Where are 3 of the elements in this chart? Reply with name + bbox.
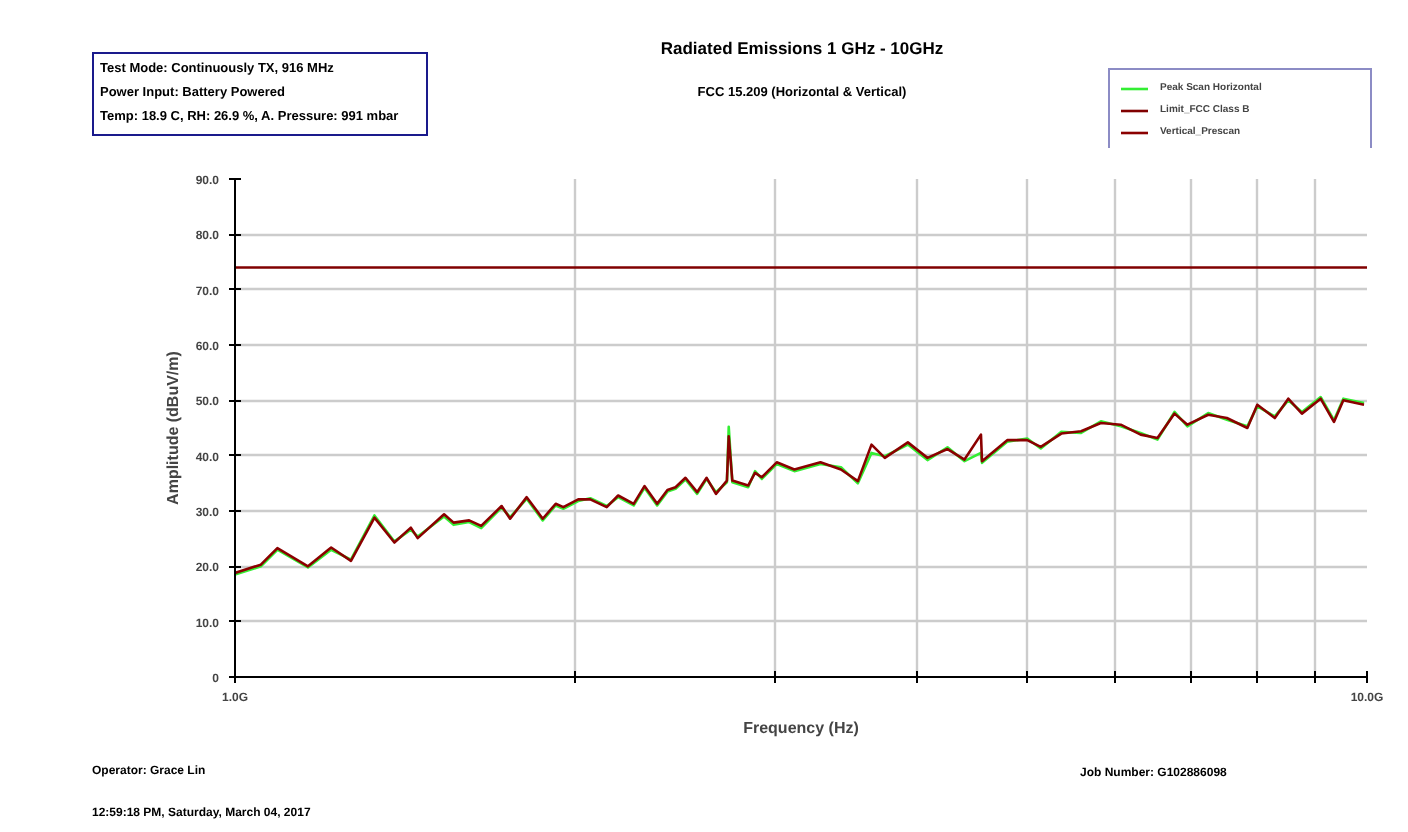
y-axis-title: Amplitude (dBuV/m)	[163, 350, 182, 505]
chart-title: Radiated Emissions 1 GHz - 10GHz	[658, 36, 946, 62]
x-axis-title: Frequency (Hz)	[743, 719, 860, 737]
